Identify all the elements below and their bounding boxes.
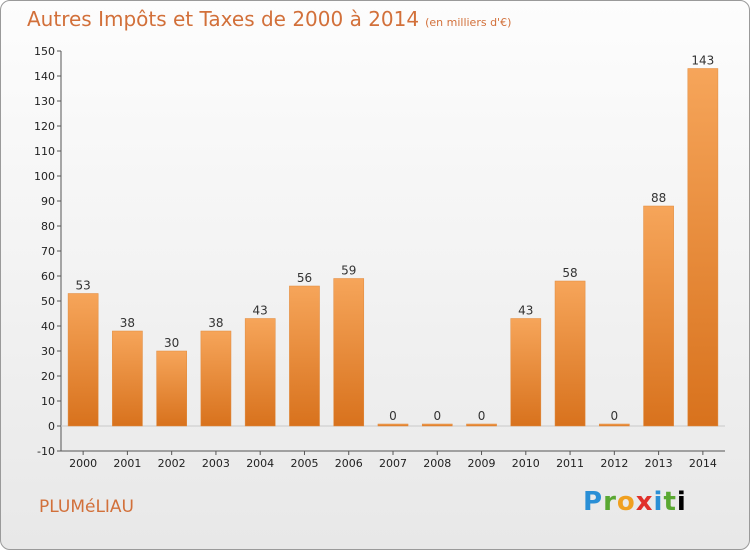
bar <box>67 293 99 427</box>
bar <box>599 423 630 427</box>
bar <box>377 423 409 427</box>
y-tick-label: 10 <box>41 395 55 408</box>
x-tick-label: 2004 <box>246 457 274 470</box>
x-tick-label: 2000 <box>69 457 97 470</box>
bar-value-label: 53 <box>75 279 90 293</box>
bar <box>156 350 187 427</box>
logo-letter: i <box>676 487 687 517</box>
bar-value-label: 43 <box>518 304 533 318</box>
x-tick-label: 2001 <box>113 457 141 470</box>
logo-letter: P <box>583 487 604 517</box>
y-tick-label: 110 <box>34 145 55 158</box>
x-tick-label: 2007 <box>379 457 407 470</box>
bar-value-label: 38 <box>208 316 223 330</box>
bar <box>289 285 320 427</box>
y-tick-label: 20 <box>41 370 55 383</box>
bar <box>643 205 674 427</box>
bar <box>112 330 143 427</box>
y-tick-label: 60 <box>41 270 55 283</box>
y-tick-label: 70 <box>41 245 55 258</box>
x-tick-label: 2011 <box>556 457 584 470</box>
bar-value-label: 143 <box>691 54 714 68</box>
x-tick-label: 2005 <box>290 457 318 470</box>
commune-name: PLUMéLIAU <box>39 497 135 517</box>
bar <box>244 318 276 427</box>
y-tick-label: 40 <box>41 320 55 333</box>
bar <box>466 423 497 427</box>
y-tick-label: 120 <box>34 120 55 133</box>
logo-letter: o <box>616 487 636 517</box>
bar-value-label: 0 <box>478 409 486 423</box>
bar-value-label: 0 <box>433 409 441 423</box>
y-tick-label: 50 <box>41 295 55 308</box>
bar-value-label: 58 <box>562 266 577 280</box>
x-tick-label: 2003 <box>202 457 230 470</box>
logo-letter: r <box>603 487 617 517</box>
x-tick-label: 2006 <box>335 457 363 470</box>
chart-subtitle: (en milliers d'€) <box>425 16 512 29</box>
x-tick-label: 2010 <box>512 457 540 470</box>
chart-title: Autres Impôts et Taxes de 2000 à 2014 (en… <box>27 7 511 31</box>
y-tick-label: -10 <box>37 445 55 458</box>
bar <box>554 280 586 427</box>
y-tick-label: 30 <box>41 345 55 358</box>
logo-letter: t <box>663 487 677 517</box>
bar-value-label: 0 <box>389 409 397 423</box>
y-tick-label: 100 <box>34 170 55 183</box>
x-tick-label: 2013 <box>645 457 673 470</box>
bar-value-label: 56 <box>297 271 312 285</box>
bar-value-label: 0 <box>611 409 619 423</box>
proxiti-logo: Proxiti <box>583 487 687 517</box>
x-tick-label: 2009 <box>468 457 496 470</box>
bar <box>200 330 232 427</box>
logo-letter: x <box>635 487 654 517</box>
bar-value-label: 59 <box>341 264 356 278</box>
y-tick-label: 140 <box>34 70 55 83</box>
bar-value-label: 43 <box>253 304 268 318</box>
bar-value-label: 38 <box>120 316 135 330</box>
bar-value-label: 30 <box>164 336 179 350</box>
bar <box>333 278 365 427</box>
x-tick-label: 2002 <box>158 457 186 470</box>
bar <box>687 68 719 427</box>
y-tick-label: 130 <box>34 95 55 108</box>
x-tick-label: 2012 <box>600 457 628 470</box>
y-tick-label: 0 <box>48 420 55 433</box>
bar <box>510 318 542 427</box>
y-tick-label: 90 <box>41 195 55 208</box>
bar <box>421 423 453 427</box>
bar-value-label: 88 <box>651 191 666 205</box>
logo-letter: i <box>653 487 664 517</box>
x-tick-label: 2008 <box>423 457 451 470</box>
chart-title-text: Autres Impôts et Taxes de 2000 à 2014 <box>27 7 420 31</box>
y-tick-label: 150 <box>34 45 55 58</box>
x-tick-label: 2014 <box>689 457 717 470</box>
y-tick-label: 80 <box>41 220 55 233</box>
